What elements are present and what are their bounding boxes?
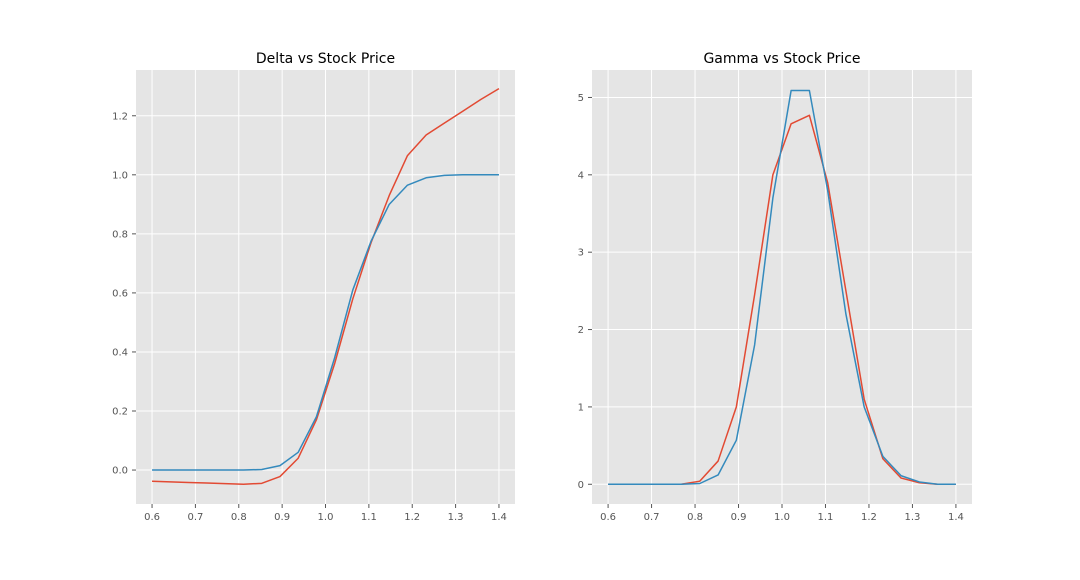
- x-tick-label: 1.4: [491, 512, 507, 523]
- x-tick-label: 0.9: [731, 512, 747, 523]
- chart-panel-2: 0.6 0.7 0.8 0.9 1.0 1.1 1.2 1.3 1.4 0 1 2 3 4 5 Gamma v…: [578, 51, 972, 523]
- y-tick-label: 0.0: [112, 466, 128, 477]
- y-tick-label: 0.6: [112, 288, 128, 299]
- y-tick-label: 0.8: [112, 229, 128, 240]
- x-tick-label: 1.1: [818, 512, 834, 523]
- x-tick-label: 1.4: [948, 512, 964, 523]
- x-tick-label: 1.0: [318, 512, 334, 523]
- x-tick-label: 0.6: [600, 512, 616, 523]
- y-tick-label: 0.2: [112, 407, 128, 418]
- series-line-1: [152, 87, 500, 485]
- x-tick-label: 1.1: [361, 512, 377, 523]
- y-tick-label: 1.0: [112, 170, 128, 181]
- chart-title: Delta vs Stock Price: [256, 51, 395, 67]
- x-tick-label: 1.0: [774, 512, 790, 523]
- x-tick-label: 0.7: [187, 512, 203, 523]
- y-tick-label: 3: [578, 248, 584, 259]
- y-tick-label: 4: [578, 170, 584, 181]
- y-tick-label: 0: [578, 480, 584, 491]
- x-tick-label: 1.2: [404, 512, 420, 523]
- y-tick-label: 0.4: [112, 347, 128, 358]
- chart-title: Gamma vs Stock Price: [703, 51, 860, 67]
- y-tick-label: 1: [578, 402, 584, 413]
- x-tick-label: 1.3: [448, 512, 464, 523]
- chart-panel-1: 0.6 0.7 0.8 0.9 1.0 1.1 1.2 1.3 1.4 0.0 0.2 0.4 0.6 0…: [112, 51, 515, 523]
- x-tick-label: 0.6: [144, 512, 160, 523]
- x-tick-label: 0.9: [274, 512, 290, 523]
- y-tick-label: 2: [578, 325, 584, 336]
- series-line-2: [608, 89, 956, 486]
- series-line-2: [152, 174, 499, 471]
- x-tick-label: 1.3: [904, 512, 920, 523]
- x-tick-label: 0.8: [687, 512, 703, 523]
- x-tick-label: 1.2: [861, 512, 877, 523]
- x-tick-label: 0.8: [231, 512, 247, 523]
- y-tick-label: 5: [578, 93, 584, 104]
- y-tick-label: 1.2: [112, 111, 128, 122]
- x-tick-label: 0.7: [644, 512, 660, 523]
